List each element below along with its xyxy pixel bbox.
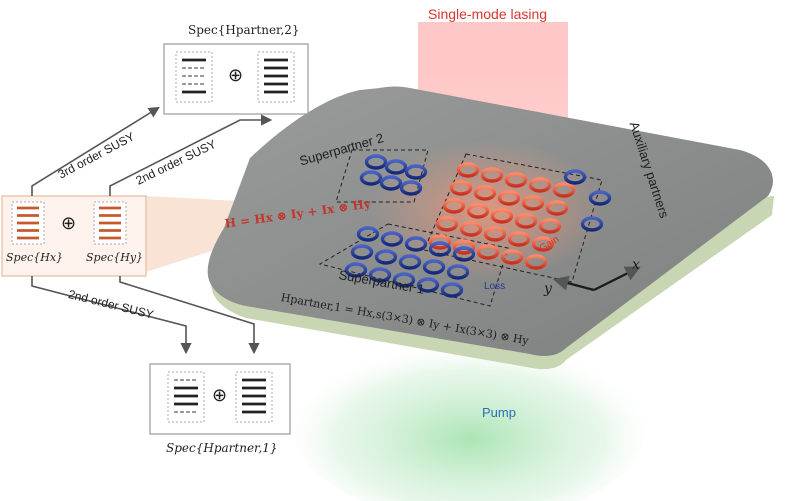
ring-resonator-icon <box>524 254 548 270</box>
ring-resonator-icon <box>449 180 473 196</box>
superpartner2-region <box>335 149 429 203</box>
ring-resonator-icon <box>476 244 500 260</box>
ring-resonator-icon <box>374 249 398 265</box>
ring-resonator-icon <box>545 200 569 216</box>
ring-resonator-icon <box>368 267 392 283</box>
ring-resonator-icon <box>531 236 555 252</box>
oplus-icon: ⊕ <box>212 385 228 405</box>
ring-resonator-icon <box>497 190 521 206</box>
ring-resonator-icon <box>521 195 545 211</box>
oplus-icon: ⊕ <box>228 65 244 85</box>
spec-hx-hy-box <box>1 195 147 277</box>
spec-hy-label: Spec{Hy} <box>86 251 144 264</box>
ring-resonator-icon <box>398 254 422 270</box>
gain-region <box>423 153 603 283</box>
ring-resonator-icon <box>452 246 476 262</box>
axis-y-label: y <box>544 281 552 297</box>
ring-resonator-icon <box>514 213 538 229</box>
ring-resonator-icon <box>588 190 612 206</box>
ring-resonator-icon <box>473 185 497 201</box>
spec-hx-label: Spec{Hx} <box>6 251 64 264</box>
pump-glow <box>295 340 645 501</box>
ring-resonator-icon <box>500 249 524 265</box>
ring-resonator-icon <box>504 172 528 188</box>
ring-resonator-icon <box>379 175 403 191</box>
ring-resonator-icon <box>456 162 480 178</box>
spec-hy-bars <box>99 206 121 240</box>
ring-resonator-icon <box>446 264 470 280</box>
ring-resonator-icon <box>528 177 552 193</box>
ring-resonator-icon <box>490 208 514 224</box>
ring-resonator-icon <box>428 241 452 257</box>
ring-resonator-icon <box>380 231 404 247</box>
ring-resonator-icon <box>580 216 604 232</box>
superpartner2-rings <box>359 154 428 196</box>
ring-resonator-icon <box>422 259 446 275</box>
spec-partner1-box <box>149 363 291 435</box>
ring-resonator-icon <box>538 218 562 234</box>
third-order-arrow <box>31 106 160 196</box>
ring-resonator-icon <box>364 154 388 170</box>
ring-resonator-icon <box>459 221 483 237</box>
ring-resonator-icon <box>404 236 428 252</box>
ring-resonator-icon <box>399 180 423 196</box>
oplus-icon: ⊕ <box>61 213 77 233</box>
axes-indicator <box>553 266 641 292</box>
pump-label: Pump <box>482 405 516 420</box>
ring-resonator-icon <box>440 282 464 298</box>
spec-partner1-label: Spec{Hpartner,1} <box>166 441 278 455</box>
ring-resonator-icon <box>428 234 452 250</box>
ring-resonator-icon <box>480 167 504 183</box>
ring-resonator-icon <box>384 159 408 175</box>
spec-partner2-label: Spec{Hpartner,2} <box>188 23 300 37</box>
ring-resonator-icon <box>404 164 428 180</box>
gain-rings <box>428 162 576 270</box>
ring-resonator-icon <box>416 277 440 293</box>
ring-resonator-icon <box>442 198 466 214</box>
auxiliary-rings <box>563 169 612 232</box>
ring-resonator-icon <box>344 262 368 278</box>
ring-resonator-icon <box>392 272 416 288</box>
ring-resonator-icon <box>359 170 383 186</box>
ring-resonator-icon <box>563 169 587 185</box>
loss-label: Loss <box>484 281 506 292</box>
lasing-label: Single-mode lasing <box>428 6 548 22</box>
spec-partner2-box <box>163 43 309 115</box>
ring-resonator-icon <box>350 244 374 260</box>
superpartner1-rings <box>344 226 476 298</box>
second-order-bottom-arrow <box>31 276 260 355</box>
ring-resonator-icon <box>466 203 490 219</box>
second-order-top-arrow <box>109 114 273 196</box>
ring-resonator-icon <box>356 226 380 242</box>
ring-resonator-icon <box>452 239 476 255</box>
ring-resonator-icon <box>507 231 531 247</box>
ring-resonator-icon <box>552 182 576 198</box>
ring-resonator-icon <box>483 226 507 242</box>
axis-x-label: x <box>632 257 640 273</box>
superpartner1-region <box>318 223 509 307</box>
spec-hx-bars <box>17 206 39 240</box>
ring-resonator-icon <box>435 216 459 232</box>
